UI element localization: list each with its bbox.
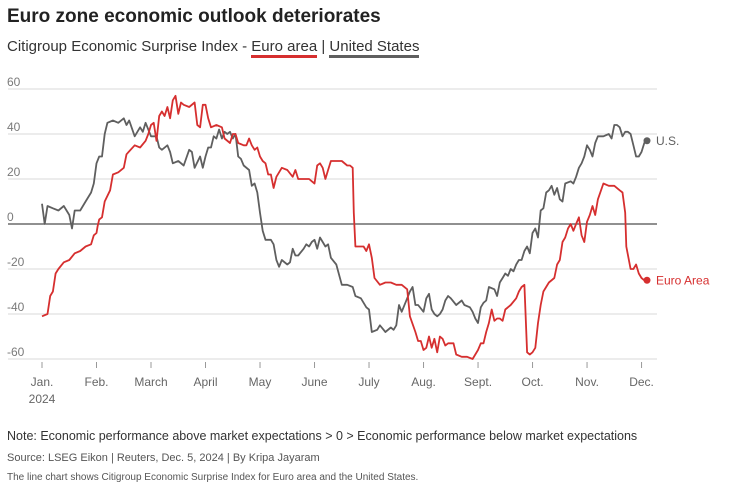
x-tick-label: April bbox=[194, 375, 218, 389]
y-tick-label: 0 bbox=[7, 210, 14, 224]
x-tick-label: July bbox=[358, 375, 379, 389]
chart-note: Note: Economic performance above market … bbox=[7, 429, 638, 443]
x-tick-label: Nov. bbox=[575, 375, 599, 389]
chart-source: Source: LSEG Eikon | Reuters, Dec. 5, 20… bbox=[7, 452, 320, 464]
y-tick-label: 20 bbox=[7, 165, 21, 179]
y-tick-label: 60 bbox=[7, 75, 21, 89]
subtitle-separator: | bbox=[317, 38, 330, 55]
series-end-label-united-states: U.S. bbox=[656, 134, 679, 148]
x-tick-label: Jan. bbox=[31, 375, 54, 389]
y-tick-label: -20 bbox=[7, 255, 25, 269]
x-tick-label: Aug. bbox=[411, 375, 436, 389]
line-chart: 60 40 20 0 -20 -40 -60 Jan. Feb. March April May Ju… bbox=[7, 75, 710, 406]
chart-title: Euro zone economic outlook deteriorates bbox=[7, 6, 381, 27]
series-line-united-states bbox=[41, 117, 648, 333]
y-tick-label: -60 bbox=[7, 345, 25, 359]
end-labels: U.S. Euro Area bbox=[656, 134, 710, 288]
legend-united-states: United States bbox=[329, 38, 420, 58]
legend-euro-area: Euro area bbox=[251, 38, 318, 58]
x-tick-label: Dec. bbox=[629, 375, 654, 389]
series-line-euro-area bbox=[41, 94, 647, 360]
grid-layer bbox=[8, 88, 657, 360]
chart-subtitle: Citigroup Economic Surprise Index - Euro… bbox=[7, 38, 420, 58]
series-end-dot-united-states bbox=[643, 137, 651, 145]
x-tick-label: Feb. bbox=[84, 375, 108, 389]
series-layer bbox=[41, 94, 651, 360]
y-axis-ticks: 60 40 20 0 -20 -40 -60 bbox=[7, 75, 25, 359]
y-tick-label: 40 bbox=[7, 120, 21, 134]
chart-description: The line chart shows Citigroup Economic … bbox=[7, 472, 419, 483]
series-end-label-euro-area: Euro Area bbox=[656, 273, 710, 287]
x-tick-label: Oct. bbox=[522, 375, 544, 389]
x-tick-label: May bbox=[249, 375, 272, 389]
x-axis-ticks: Jan. Feb. March April May June July Aug. Sept. Oc… bbox=[29, 362, 654, 406]
subtitle-prefix: Citigroup Economic Surprise Index - bbox=[7, 38, 252, 55]
x-tick-label: Sept. bbox=[464, 375, 492, 389]
y-tick-label: -40 bbox=[7, 300, 25, 314]
x-tick-label: March bbox=[134, 375, 167, 389]
series-end-dot-euro-area bbox=[643, 276, 651, 284]
x-year-label: 2024 bbox=[29, 392, 56, 406]
x-tick-label: June bbox=[302, 375, 328, 389]
